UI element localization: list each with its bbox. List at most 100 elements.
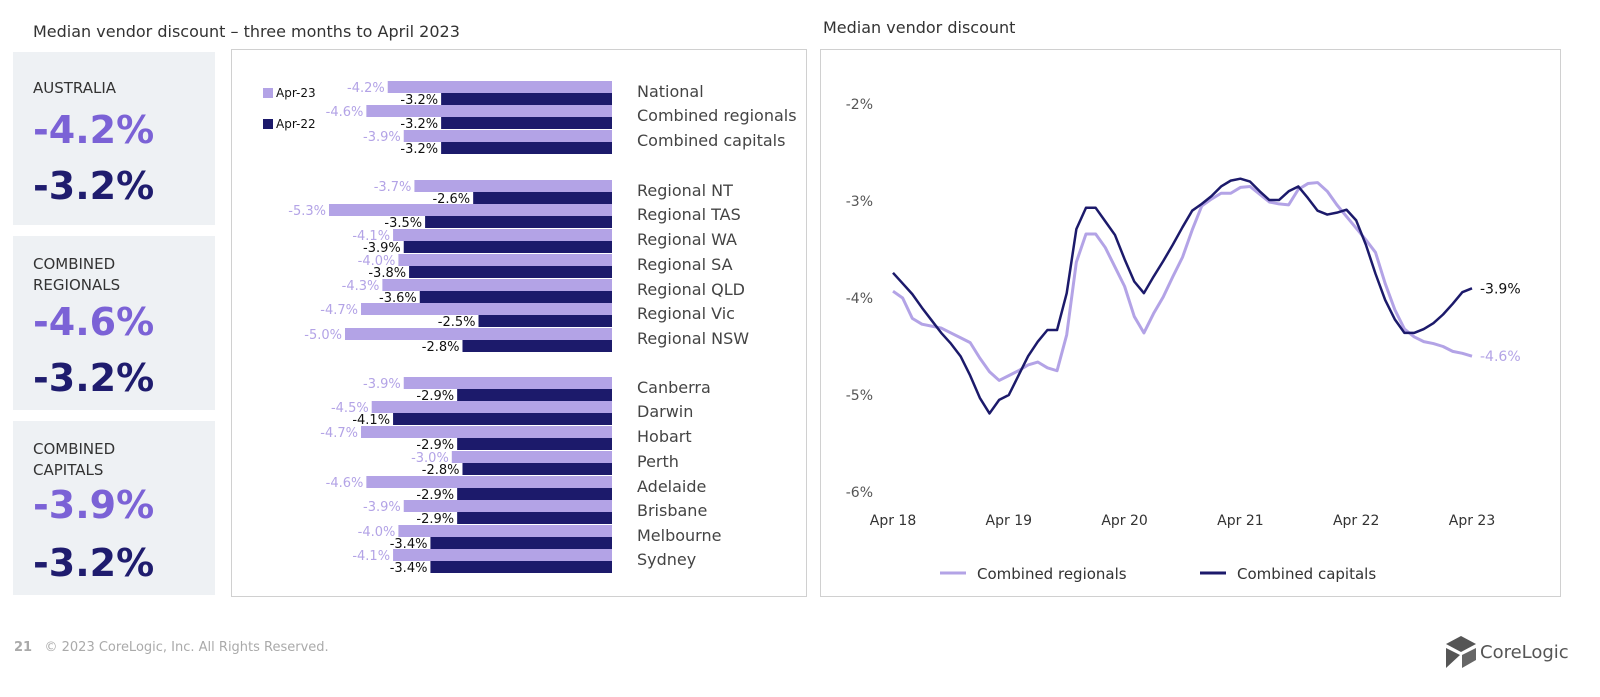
bar-value-label: -4.7% [320, 426, 358, 441]
bar-value-label: -2.9% [416, 438, 454, 453]
bar-value-label: -3.4% [390, 537, 428, 552]
kpi-combined-regionals: COMBINED REGIONALS -4.6% -3.2% [13, 236, 215, 410]
end-label: -3.9% [1480, 281, 1521, 297]
bar-apr23 [403, 500, 612, 512]
bar-apr23 [382, 279, 612, 291]
legend-label: Combined regionals [977, 565, 1127, 583]
category-label: Regional NT [637, 181, 733, 200]
bar-value-label: -4.3% [342, 279, 380, 294]
bar-apr23 [403, 377, 612, 389]
kpi-label: AUSTRALIA [33, 79, 117, 97]
x-tick-label: Apr 19 [986, 513, 1032, 529]
bar-apr23 [393, 229, 612, 241]
bar-value-label: -4.6% [326, 476, 364, 491]
bar-apr23 [366, 476, 612, 488]
category-label: Sydney [637, 550, 696, 569]
kpi-australia: AUSTRALIA -4.2% -3.2% [13, 52, 215, 225]
bar-value-label: -3.0% [411, 451, 449, 466]
category-label: Regional TAS [637, 205, 741, 224]
series-line-combined-regionals [892, 181, 1473, 382]
bar-apr23 [414, 180, 612, 192]
bar-apr22 [441, 93, 612, 105]
bar-apr22 [430, 561, 612, 573]
y-tick-label: -3% [846, 194, 873, 210]
bar-value-label: -4.0% [358, 525, 396, 540]
bar-apr22 [441, 142, 612, 154]
footer: 21 © 2023 CoreLogic, Inc. All Rights Res… [14, 640, 329, 655]
bar-value-label: -3.2% [400, 117, 438, 132]
bar-value-label: -3.9% [363, 241, 401, 256]
bar-value-label: -2.8% [422, 463, 460, 478]
bar-value-label: -2.9% [416, 488, 454, 503]
bar-apr22 [462, 340, 612, 352]
category-label: Perth [637, 452, 679, 471]
kpi-apr22: -3.2% [33, 164, 155, 208]
end-label: -4.6% [1480, 349, 1521, 365]
bar-apr22 [425, 216, 612, 228]
bar-value-label: -4.1% [352, 549, 390, 564]
bar-value-label: -3.9% [363, 377, 401, 392]
bar-apr22 [478, 315, 612, 327]
bar-apr23 [345, 328, 612, 340]
bar-apr22 [430, 537, 612, 549]
x-tick-label: Apr 20 [1101, 513, 1147, 529]
corelogic-logo: CoreLogic [1446, 636, 1569, 668]
bar-apr23 [328, 204, 612, 216]
series-line-combined-capitals [892, 177, 1473, 415]
bar-value-label: -3.8% [368, 266, 406, 281]
legend-label: Combined capitals [1237, 565, 1376, 583]
bar-apr23 [387, 81, 612, 93]
kpi-apr22: -3.2% [33, 356, 155, 400]
bar-value-label: -2.5% [438, 315, 476, 330]
x-tick-label: Apr 23 [1449, 513, 1495, 529]
bar-value-label: -3.2% [400, 93, 438, 108]
category-label: National [637, 82, 704, 101]
bar-apr22 [457, 438, 612, 450]
bar-apr22 [457, 512, 612, 524]
category-label: Combined capitals [637, 131, 785, 150]
bar-apr22 [419, 291, 612, 303]
bar-apr23 [451, 451, 612, 463]
y-tick-label: -5% [846, 388, 873, 404]
bar-apr22 [457, 488, 612, 500]
kpi-apr22: -3.2% [33, 541, 155, 585]
category-label: Regional QLD [637, 280, 745, 299]
x-tick-label: Apr 22 [1333, 513, 1379, 529]
page-number: 21 [14, 640, 33, 655]
bar-apr22 [441, 117, 612, 129]
kpi-label: COMBINED CAPITALS [33, 440, 116, 479]
legend-swatch-apr23 [263, 88, 273, 98]
bar-value-label: -4.0% [358, 254, 396, 269]
bar-value-label: -5.3% [288, 204, 326, 219]
bar-apr23 [398, 254, 612, 266]
bar-apr23 [371, 401, 612, 413]
bar-value-label: -4.6% [326, 105, 364, 120]
category-label: Hobart [637, 427, 692, 446]
bar-apr22 [457, 389, 612, 401]
bar-value-label: -4.2% [347, 81, 385, 96]
bar-value-label: -2.8% [422, 340, 460, 355]
category-label: Brisbane [637, 501, 707, 520]
kpi-apr23: -3.9% [33, 483, 155, 527]
bar-value-label: -3.9% [363, 500, 401, 515]
category-label: Melbourne [637, 526, 721, 545]
bar-apr23 [361, 303, 612, 315]
category-label: Adelaide [637, 477, 706, 496]
legend-label-apr22: Apr-22 [276, 117, 316, 131]
bar-value-label: -3.5% [384, 216, 422, 231]
bar-value-label: -3.6% [379, 291, 417, 306]
right-title: Median vendor discount [823, 18, 1016, 37]
bar-apr22 [393, 413, 612, 425]
category-label: Darwin [637, 402, 693, 421]
y-tick-label: -6% [846, 485, 873, 501]
bar-apr23 [403, 130, 612, 142]
logo-icon [1446, 636, 1476, 668]
bar-value-label: -3.2% [400, 142, 438, 157]
y-tick-label: -4% [846, 291, 873, 307]
bar-value-label: -4.1% [352, 413, 390, 428]
copyright: © 2023 CoreLogic, Inc. All Rights Reserv… [44, 640, 329, 655]
bar-value-label: -3.9% [363, 130, 401, 145]
bar-value-label: -3.4% [390, 561, 428, 576]
category-label: Regional SA [637, 255, 733, 274]
